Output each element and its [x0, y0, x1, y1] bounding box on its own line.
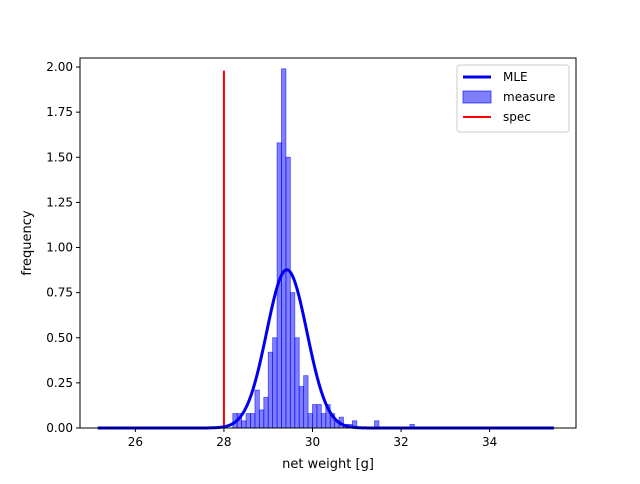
x-tick-label-0: 26	[128, 435, 143, 449]
histogram-bar-3	[245, 413, 251, 429]
y-tick-label-2: 0.50	[46, 331, 73, 345]
histogram-bar-12	[285, 156, 291, 429]
histogram-bar-7	[263, 396, 269, 429]
histogram-bar-19	[316, 404, 322, 429]
histogram-bar-11	[281, 68, 287, 429]
axes-frame	[79, 57, 577, 429]
x-tick-label-1: 28	[216, 435, 231, 449]
legend-swatch-1	[462, 90, 492, 104]
y-tick-label-0: 0.00	[46, 421, 73, 435]
legend-box	[456, 64, 570, 133]
y-tick-label-7: 1.75	[46, 105, 73, 119]
legend-label-1: measure	[503, 90, 555, 104]
histogram-bar-16	[303, 375, 309, 429]
histogram-bar-20	[320, 413, 327, 429]
y-tick-label-4: 1.00	[46, 241, 73, 255]
histogram-bar-9	[272, 337, 278, 429]
histogram-bar-2	[241, 420, 247, 429]
histogram-bar-18	[312, 404, 318, 429]
histogram-bar-13	[289, 292, 296, 429]
x-tick-label-2: 30	[305, 435, 320, 449]
y-axis-label: frequency	[20, 210, 35, 276]
x-axis-label: net weight [g]	[282, 457, 374, 472]
y-tick-label-6: 1.50	[46, 150, 73, 164]
y-tick-label-8: 2.00	[46, 60, 73, 74]
y-tick-label-1: 0.25	[46, 376, 73, 390]
histogram-bar-8	[267, 351, 274, 429]
x-tick-label-3: 32	[393, 435, 408, 449]
x-tick-label-4: 34	[482, 435, 497, 449]
histogram-bar-14	[294, 337, 300, 429]
axis-ticks: 26 28 30 32 34 0.00 0.25 0.50 0.75 1.00 1.25 1.50 1.…	[46, 60, 497, 449]
histogram-bar-5	[254, 389, 260, 429]
histogram-bar-6	[258, 409, 265, 429]
y-tick-label-5: 1.25	[46, 195, 73, 209]
legend: MLE measure spec	[456, 64, 570, 133]
legend-label-0: MLE	[503, 70, 528, 84]
y-tick-label-3: 0.75	[46, 286, 73, 300]
histogram-bar-17	[307, 413, 313, 429]
histogram-bar-4	[250, 413, 256, 429]
legend-label-2: spec	[503, 110, 531, 124]
histogram-bar-15	[298, 386, 305, 429]
